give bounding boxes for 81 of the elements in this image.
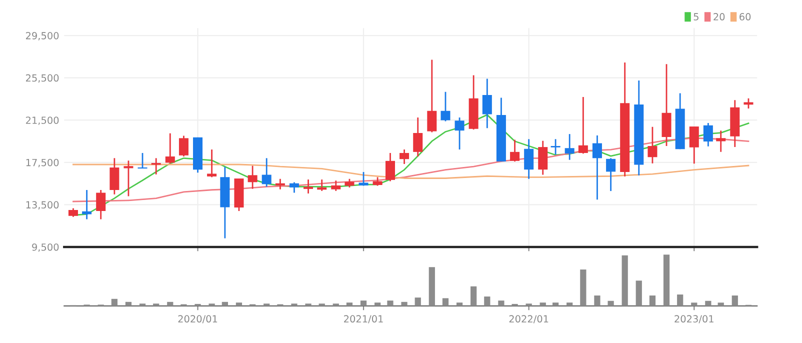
bar [498,300,504,306]
bar [470,286,477,306]
bar [594,295,600,306]
bar [111,298,118,306]
candlestick [110,157,120,196]
candlestick [165,132,175,164]
bar [718,302,724,306]
candlestick [400,148,410,165]
candlestick [262,157,272,188]
bar [374,302,381,306]
candlestick [606,157,616,192]
bar [125,302,132,306]
candlestick [524,138,534,180]
bar [677,294,684,306]
x-tick-label: 2022/01 [509,315,548,324]
candlestick [550,138,560,156]
candlestick [385,152,395,182]
candlestick [331,180,341,192]
bar [622,255,628,306]
y-tick-label: 9,500 [32,243,59,252]
candlestick [138,152,148,170]
candlestick [648,126,658,164]
candlestick [317,178,327,192]
bar [566,302,573,306]
x-tick-label: 2021/01 [344,315,383,324]
candlestick [440,91,450,122]
bar [414,298,421,306]
x-tick-label: 2023/01 [674,315,714,324]
candlestick [538,140,548,176]
bar [705,300,712,306]
candlestick [564,133,574,161]
bar [428,267,435,306]
legend-label: 20 [714,13,725,20]
bar [552,302,559,306]
bar [346,302,353,306]
bar [608,300,614,306]
x-tick-label: 2020/01 [178,315,218,324]
candlestick [413,116,423,158]
bar [387,300,394,306]
candlestick [716,130,726,153]
candlestick [304,178,314,194]
candlestick [178,135,188,158]
bar [580,269,586,306]
bar [732,295,738,306]
bar [649,295,656,306]
bar [442,298,449,306]
candlestick [744,98,754,110]
candlestick [454,116,464,150]
y-tick-label: 25,500 [26,74,59,83]
bar [484,296,490,306]
line-series [72,164,750,179]
candlestick [703,122,713,148]
y-tick-label: 21,500 [26,116,59,125]
candlestick [689,126,699,164]
bar [663,254,670,306]
legend-label: 5 [694,13,698,20]
candlestick [96,189,106,220]
candlestick [275,178,285,190]
bar [236,302,242,306]
y-tick-label: 29,500 [26,32,59,40]
candlestick [124,160,134,197]
bar [636,280,642,306]
legend-label: 60 [740,13,751,20]
candlestick [592,134,602,200]
bar [401,302,408,306]
candlestick [578,96,588,154]
bar [456,302,463,306]
bar [167,302,174,306]
candlestick [482,78,492,129]
bar [691,302,698,306]
bar [222,302,228,306]
bar [360,300,367,306]
bar [540,302,546,306]
candlestick [289,182,299,194]
candlestick [248,165,258,190]
y-tick-label: 17,500 [26,158,59,168]
candlestick [358,171,368,186]
candlestick [510,139,520,162]
candlestick [427,59,437,133]
candlestick [207,148,217,178]
y-tick-label: 13,500 [26,201,59,210]
